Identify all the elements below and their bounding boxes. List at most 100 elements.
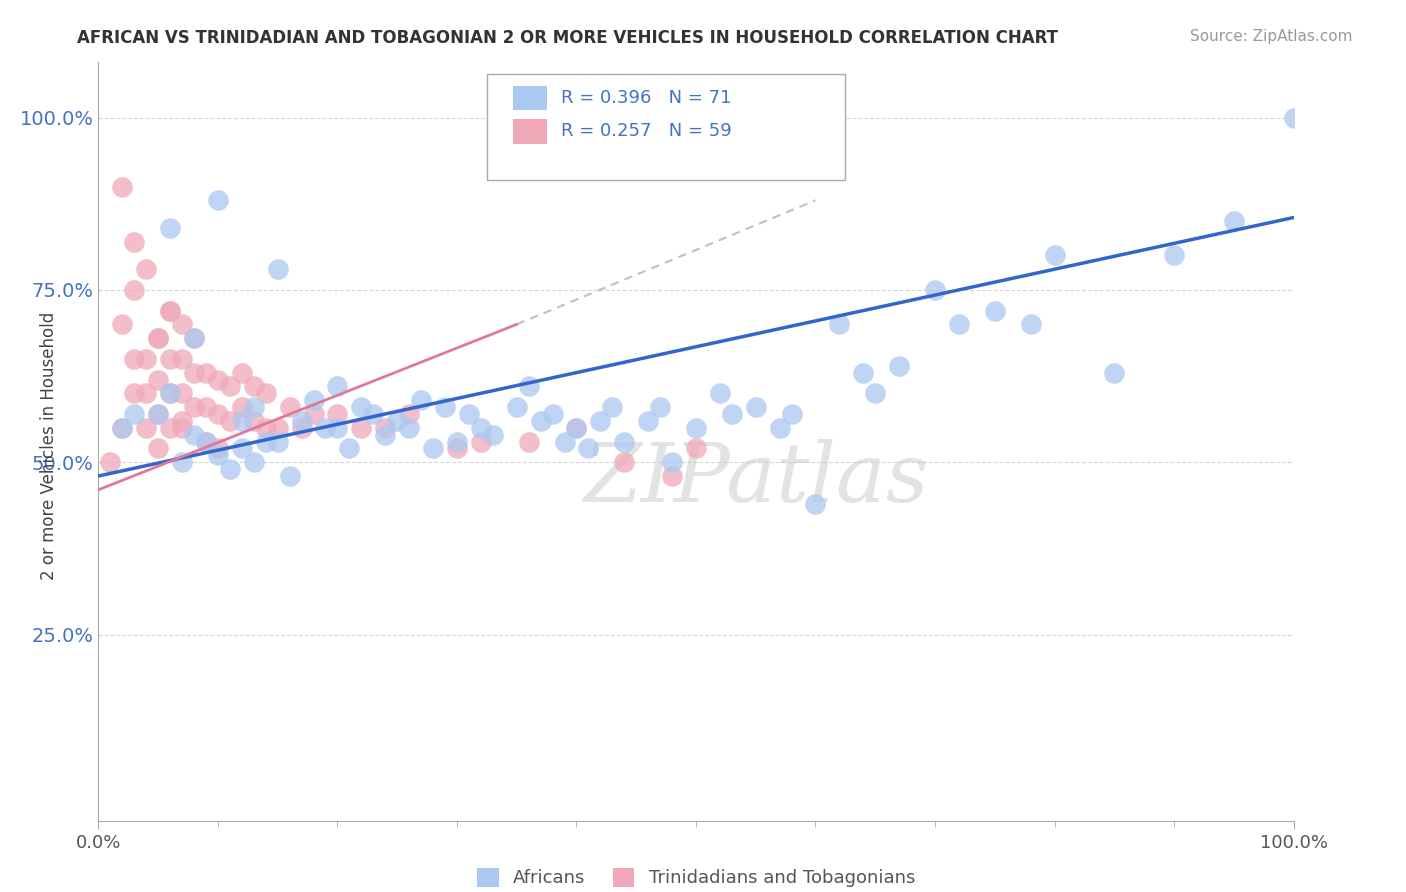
Point — [172, 414, 194, 428]
Point — [135, 421, 157, 435]
Point — [124, 386, 146, 401]
Point — [326, 379, 349, 393]
Point — [159, 386, 181, 401]
Point — [398, 421, 420, 435]
Point — [541, 407, 564, 421]
Point — [148, 331, 170, 345]
Point — [254, 421, 277, 435]
Point — [768, 421, 790, 435]
Point — [195, 434, 218, 449]
Point — [183, 366, 205, 380]
Point — [648, 400, 672, 414]
Point — [374, 427, 396, 442]
Point — [207, 407, 229, 421]
Point — [613, 434, 636, 449]
Point — [326, 407, 349, 421]
Point — [446, 442, 468, 456]
Point — [135, 386, 157, 401]
Point — [135, 262, 157, 277]
Point — [745, 400, 768, 414]
Point — [159, 351, 181, 366]
Point — [183, 331, 205, 345]
Point — [254, 434, 277, 449]
Point — [148, 331, 170, 345]
Point — [458, 407, 481, 421]
Point — [159, 303, 181, 318]
Point — [124, 235, 146, 249]
Point — [422, 442, 444, 456]
Point — [589, 414, 612, 428]
FancyBboxPatch shape — [513, 86, 547, 111]
Point — [231, 414, 253, 428]
Point — [411, 393, 433, 408]
Point — [267, 262, 290, 277]
Point — [278, 469, 301, 483]
Point — [339, 442, 361, 456]
Point — [172, 351, 194, 366]
Point — [291, 414, 314, 428]
Point — [721, 407, 744, 421]
Point — [124, 351, 146, 366]
Point — [889, 359, 911, 373]
Text: 2 or more Vehicles in Household: 2 or more Vehicles in Household — [41, 312, 58, 580]
Point — [661, 469, 683, 483]
Point — [398, 407, 420, 421]
Point — [267, 434, 290, 449]
Point — [470, 434, 492, 449]
Point — [685, 442, 707, 456]
Point — [172, 421, 194, 435]
Point — [828, 318, 851, 332]
Point — [183, 331, 205, 345]
Point — [315, 421, 337, 435]
Point — [602, 400, 624, 414]
Point — [363, 407, 385, 421]
Point — [207, 194, 229, 208]
Point — [159, 386, 181, 401]
Point — [565, 421, 588, 435]
Point — [183, 427, 205, 442]
Text: Source: ZipAtlas.com: Source: ZipAtlas.com — [1189, 29, 1353, 44]
Text: AFRICAN VS TRINIDADIAN AND TOBAGONIAN 2 OR MORE VEHICLES IN HOUSEHOLD CORRELATIO: AFRICAN VS TRINIDADIAN AND TOBAGONIAN 2 … — [77, 29, 1059, 46]
Point — [446, 434, 468, 449]
Point — [661, 455, 683, 469]
Point — [148, 442, 170, 456]
Point — [1019, 318, 1042, 332]
Point — [254, 386, 277, 401]
Point — [159, 421, 181, 435]
Point — [865, 386, 887, 401]
Point — [350, 421, 373, 435]
Point — [207, 442, 229, 456]
Point — [111, 318, 134, 332]
Point — [1043, 248, 1066, 262]
Point — [148, 407, 170, 421]
Point — [231, 400, 253, 414]
Point — [195, 434, 218, 449]
Point — [172, 455, 194, 469]
Point — [172, 318, 194, 332]
Point — [219, 462, 242, 476]
Point — [98, 455, 122, 469]
Point — [530, 414, 553, 428]
Text: R = 0.396   N = 71: R = 0.396 N = 71 — [561, 89, 731, 107]
Point — [517, 379, 540, 393]
Point — [517, 434, 540, 449]
Point — [124, 283, 146, 297]
Point — [637, 414, 659, 428]
Point — [481, 427, 505, 442]
Point — [267, 421, 290, 435]
Point — [709, 386, 731, 401]
Point — [243, 414, 266, 428]
Point — [326, 421, 349, 435]
Legend: Africans, Trinidadians and Tobagonians: Africans, Trinidadians and Tobagonians — [477, 868, 915, 888]
Point — [984, 303, 1007, 318]
Point — [231, 366, 253, 380]
Point — [1104, 366, 1126, 380]
Point — [111, 421, 134, 435]
Point — [350, 400, 373, 414]
Point — [111, 179, 134, 194]
Point — [148, 407, 170, 421]
Point — [172, 386, 194, 401]
Point — [565, 421, 588, 435]
Point — [159, 220, 181, 235]
Point — [1163, 248, 1185, 262]
